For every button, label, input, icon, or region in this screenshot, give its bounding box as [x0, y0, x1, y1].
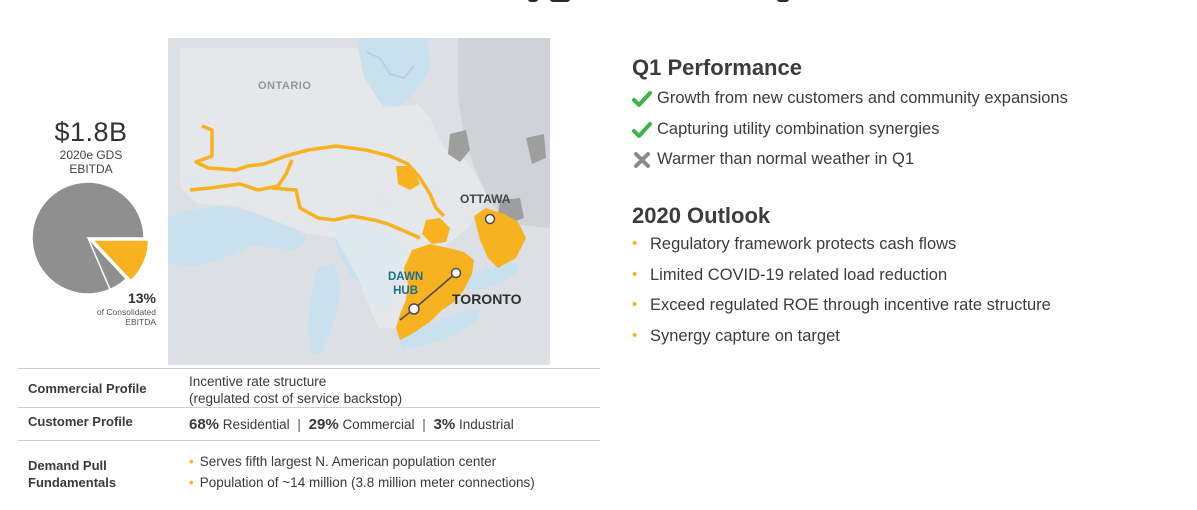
- map-label-dawn: DAWN: [388, 271, 424, 283]
- q1-performance-title: Q1 Performance: [632, 55, 802, 80]
- bullet-dot-icon: •: [189, 475, 194, 490]
- q1-item: Growth from new customers and community …: [632, 83, 1172, 114]
- map-label-ottawa: OTTAWA: [460, 192, 511, 206]
- ebitda-value: $1.8B: [54, 117, 128, 147]
- lake-ontario: [464, 262, 520, 290]
- bullet-dot-icon: •: [632, 235, 638, 252]
- demand-pull-value: • Serves fifth largest N. American popula…: [189, 451, 535, 493]
- commercial-profile-line2: (regulated cost of service backstop): [189, 391, 403, 406]
- toronto-marker: [450, 267, 462, 279]
- ebitda-kpi: $1.8B 2020e GDS EBITDA: [16, 116, 166, 176]
- commercial-label: Commercial: [342, 417, 415, 432]
- industrial-label: Industrial: [458, 417, 514, 432]
- check-icon: [632, 91, 652, 107]
- outlook-item-text: Regulatory framework protects cash flows: [650, 235, 957, 253]
- map-graphic: [168, 38, 550, 354]
- customer-profile-row: Customer Profile 68% Residential | 29% C…: [18, 407, 600, 440]
- dawn-toronto-link: [413, 272, 457, 310]
- ebitda-caption-line1: 2020e GDS: [59, 148, 123, 162]
- ottawa-marker: [484, 213, 496, 225]
- commercial-profile-line1: Incentive rate structure: [189, 374, 327, 389]
- profile-table: Commercial Profile Incentive rate struct…: [18, 368, 600, 501]
- commercial-pct: 29%: [308, 416, 339, 433]
- commercial-profile-label: Commercial Profile: [28, 381, 147, 396]
- outlook-item-text: Synergy capture on target: [650, 326, 840, 345]
- map-label-ontario: ONTARIO: [258, 80, 312, 92]
- separator: |: [297, 417, 301, 432]
- bullet-dot-icon: •: [632, 296, 638, 313]
- urban-area: [526, 134, 546, 164]
- pipeline-north: [194, 124, 446, 218]
- customer-profile-label: Customer Profile: [28, 414, 133, 429]
- q1-item: Capturing utility combination synergies: [632, 114, 1172, 145]
- ontario-service-territory-map: ONTARIO OTTAWA DAWN HUB TORONTO: [168, 38, 550, 365]
- ebitda-caption-line2: EBITDA: [69, 162, 113, 176]
- demand-pull-row: Demand Pull Fundamentals • Serves fifth l…: [18, 440, 600, 501]
- pie-slice-share: [90, 239, 148, 282]
- ebitda-share-pie: [31, 181, 148, 295]
- bullet-dot-icon: •: [632, 265, 638, 283]
- q1-item: Warmer than normal weather in Q1: [632, 144, 1172, 175]
- ebitda-share-value: 13%: [127, 290, 156, 306]
- map-label-dawn-hub: DAWN HUB: [388, 270, 423, 298]
- lake-michigan: [308, 264, 340, 354]
- bay-water-edge: [365, 51, 415, 80]
- outlook-item-text: Exceed regulated ROE through incentive r…: [650, 296, 1051, 314]
- customer-profile-value: 68% Residential | 29% Commercial | 3% In…: [189, 416, 514, 433]
- outlook-item: • Exceed regulated ROE through incentive …: [632, 290, 1172, 321]
- demand-pull-label-line1: Demand Pull: [28, 458, 107, 473]
- q1-performance-panel: Q1 Performance Growth from new customers…: [632, 55, 1172, 175]
- industrial-pct: 3%: [433, 416, 456, 433]
- outlook-item: • Regulatory framework protects cash flow…: [632, 229, 1172, 260]
- outlook-item: • Synergy capture on target: [632, 321, 1172, 352]
- pipeline-mid: [271, 186, 421, 240]
- territory-north: [396, 166, 420, 190]
- map-label-toronto: TORONTO: [452, 291, 522, 307]
- demand-pull-label: Demand Pull Fundamentals: [28, 457, 116, 491]
- cropped-title-fragment: [420, 0, 820, 4]
- map-label-hub: HUB: [393, 285, 419, 297]
- ebitda-share: 13% of Consolidated EBITDA: [76, 290, 156, 327]
- residential-pct: 68%: [189, 416, 220, 433]
- outlook-item-text: Limited COVID-19 related load reduction: [650, 265, 948, 284]
- lake-superior: [168, 206, 308, 266]
- pie-inner-divider: [87, 237, 111, 290]
- check-icon: [632, 121, 652, 138]
- territory-central: [422, 218, 450, 244]
- bullet-dot-icon: •: [632, 326, 638, 344]
- bullet-dot-icon: •: [189, 454, 194, 469]
- demand-item-text: Serves fifth largest N. American populat…: [199, 454, 497, 469]
- separator: |: [422, 417, 426, 432]
- outlook-item: • Limited COVID-19 related load reduction: [632, 260, 1172, 291]
- quebec-region: [458, 38, 550, 228]
- q1-item-text: Warmer than normal weather in Q1: [657, 150, 915, 168]
- demand-pull-label-line2: Fundamentals: [28, 475, 117, 490]
- pipeline-west: [189, 159, 294, 192]
- commercial-profile-row: Commercial Profile Incentive rate struct…: [18, 368, 600, 407]
- commercial-profile-value: Incentive rate structure (regulated cost…: [189, 373, 402, 407]
- dawn-hub-marker: [408, 303, 420, 315]
- residential-label: Residential: [222, 417, 290, 432]
- lake-erie: [398, 310, 480, 350]
- demand-item-text: Population of ~14 million (3.8 million m…: [199, 475, 535, 490]
- q1-item-text: Growth from new customers and community …: [657, 89, 1068, 107]
- ebitda-share-note-line1: of Consolidated: [96, 307, 156, 317]
- urban-area: [448, 130, 470, 162]
- q1-item-text: Capturing utility combination synergies: [657, 119, 940, 138]
- outlook-panel: 2020 Outlook • Regulatory framework prote…: [632, 203, 1172, 351]
- ebitda-share-note-line2: EBITDA: [125, 317, 156, 327]
- cross-icon: [634, 152, 650, 168]
- demand-item: • Population of ~14 million (3.8 million …: [189, 472, 535, 493]
- outlook-title: 2020 Outlook: [632, 203, 771, 228]
- demand-item: • Serves fifth largest N. American popula…: [189, 451, 535, 472]
